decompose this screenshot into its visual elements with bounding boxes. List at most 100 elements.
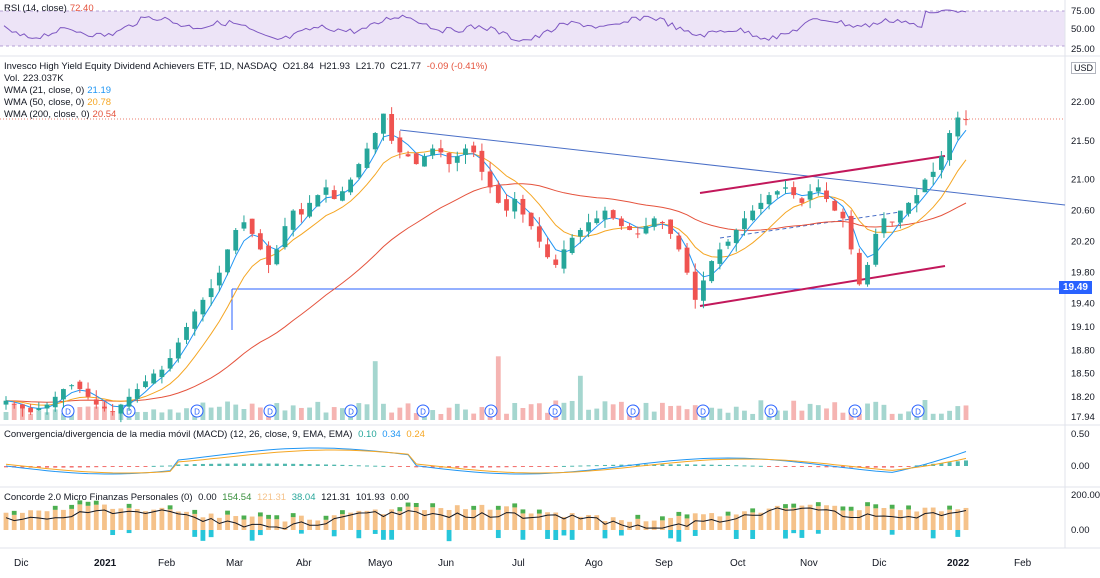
macd-hist-bar: [184, 464, 189, 466]
wma21-legend[interactable]: WMA (21, close, 0) 21.19: [4, 85, 111, 97]
concorde-line: [5, 507, 967, 530]
volume-bar: [922, 400, 928, 420]
concorde-bar: [504, 506, 509, 530]
price-tick: 18.20: [1071, 392, 1095, 403]
wma50-line: [5, 149, 967, 406]
candle-body: [389, 114, 395, 141]
macd-hist-bar: [282, 463, 287, 466]
dividend-marker[interactable]: D: [848, 404, 862, 418]
volume-bar: [643, 402, 649, 420]
volume-bar: [906, 411, 911, 420]
candle-body: [881, 218, 887, 234]
concorde-bar: [298, 515, 304, 530]
concorde-bar-top: [512, 503, 518, 508]
candle-body: [955, 117, 961, 137]
candle-body: [594, 218, 600, 224]
candle-body: [102, 406, 107, 409]
svg-text:D: D: [630, 408, 636, 417]
candle-body: [134, 389, 140, 399]
candle-body: [569, 237, 575, 254]
concorde-bar: [791, 507, 797, 530]
macd-hist-bar: [496, 466, 501, 468]
concorde-bar: [167, 509, 173, 530]
macd-v3: 0.24: [406, 429, 425, 440]
macd-hist-bar: [594, 465, 599, 467]
channel-lower: [699, 265, 946, 307]
macd-hist-bar: [373, 465, 378, 467]
concorde-v7: 0.00: [390, 492, 410, 503]
price-tick: 22.00: [1071, 97, 1095, 108]
price-axis[interactable]: 22.00 21.50 21.00 20.60 20.20 19.80 19.40 19.10…: [1071, 97, 1095, 423]
candle-body: [627, 226, 632, 231]
dividend-marker[interactable]: D: [626, 404, 640, 418]
concorde-bar: [430, 507, 436, 530]
concorde-bar: [512, 507, 518, 530]
dividend-marker[interactable]: D: [190, 404, 204, 418]
candle-body: [463, 148, 468, 155]
concorde-bar: [102, 504, 107, 530]
candle-body: [692, 271, 698, 300]
candle-body: [528, 212, 534, 227]
volume-bar: [307, 407, 312, 420]
macd-v2: 0.34: [382, 429, 401, 440]
concorde-bar: [545, 512, 550, 530]
currency-selector[interactable]: USD: [1071, 62, 1097, 74]
volume-bar: [684, 409, 690, 420]
candle-body: [495, 184, 501, 203]
candle-body: [274, 249, 280, 265]
macd-hist-bar: [135, 466, 140, 467]
concorde-bar: [36, 510, 42, 530]
symbol-legend[interactable]: Invesco High Yield Equity Dividend Achie…: [4, 61, 487, 73]
dividend-marker[interactable]: D: [911, 404, 925, 418]
macd-hist-bar: [94, 466, 99, 468]
macd-tick: 0.00: [1071, 461, 1090, 472]
candle-body: [200, 299, 206, 315]
macd-hist-bar: [570, 465, 575, 467]
macd-hist-bar: [914, 465, 919, 467]
macd-hist-bar: [602, 464, 607, 466]
volume-legend[interactable]: Vol. 223.037K: [4, 73, 64, 85]
dividend-marker[interactable]: D: [696, 404, 710, 418]
dividend-marker[interactable]: D: [344, 404, 358, 418]
time-axis[interactable]: Dic 2021 Feb Mar Abr Mayo Jun Jul Ago Sep Oct Nov Di…: [14, 558, 1032, 569]
wma200-legend[interactable]: WMA (200, close, 0) 20.54: [4, 109, 116, 121]
concorde-label: Concorde 2.0 Micro Finanzas Personales (…: [4, 492, 193, 503]
macd-v1: 0.10: [358, 429, 377, 440]
volume-value: 223.037K: [22, 73, 64, 84]
price-tick: 20.60: [1071, 206, 1095, 217]
svg-text:D: D: [852, 408, 858, 417]
volume-bar: [61, 413, 66, 420]
volume-bar: [463, 409, 468, 420]
dividend-marker[interactable]: D: [764, 404, 778, 418]
macd-legend[interactable]: Convergencia/divergencia de la media móv…: [4, 429, 425, 441]
rsi-legend[interactable]: RSI (14, close) 72.40: [4, 3, 94, 15]
dividend-marker[interactable]: D: [484, 404, 498, 418]
concorde-bar-top: [520, 509, 526, 514]
volume-bar: [93, 406, 99, 420]
candle-body: [758, 202, 764, 209]
candle-body: [126, 396, 132, 407]
volume-bar: [77, 407, 83, 420]
concorde-bar-neg: [495, 530, 501, 539]
wma50-legend[interactable]: WMA (50, close, 0) 20.78: [4, 97, 111, 109]
volume-bar: [208, 407, 214, 420]
concorde-bar-top: [225, 510, 230, 515]
rsi-band: [0, 11, 1065, 46]
dividend-marker[interactable]: D: [416, 404, 430, 418]
concorde-bar: [225, 514, 230, 530]
concorde-bar: [873, 508, 879, 530]
dividend-marker[interactable]: D: [61, 404, 75, 418]
concorde-histogram: [3, 500, 969, 542]
dividend-marker[interactable]: D: [263, 404, 277, 418]
rsi-tick: 25.00: [1071, 44, 1095, 55]
candle-body: [766, 195, 772, 205]
macd-hist-bar: [479, 466, 484, 468]
concorde-bar: [914, 511, 920, 530]
concorde-legend[interactable]: Concorde 2.0 Micro Finanzas Personales (…: [4, 492, 409, 504]
concorde-bar-top: [397, 507, 403, 512]
volume-bar: [881, 404, 887, 420]
concorde-bar-neg: [331, 530, 337, 537]
dividend-marker[interactable]: D: [548, 404, 562, 418]
volume-bar: [356, 403, 362, 420]
